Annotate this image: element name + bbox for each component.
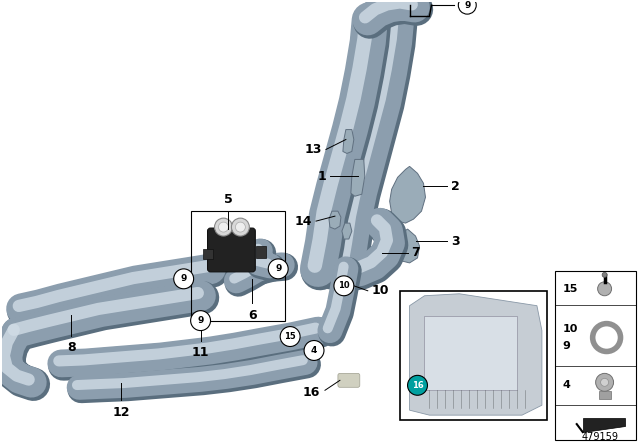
Circle shape (458, 0, 476, 14)
Bar (598, 391, 611, 399)
Text: 10: 10 (338, 281, 349, 290)
FancyBboxPatch shape (338, 373, 360, 388)
Polygon shape (582, 418, 625, 432)
Circle shape (280, 327, 300, 346)
Text: 16: 16 (412, 381, 424, 390)
Text: 9: 9 (197, 316, 204, 325)
Text: 10: 10 (563, 323, 578, 334)
Circle shape (596, 327, 616, 348)
Circle shape (408, 375, 428, 395)
Bar (555, 271, 636, 440)
Polygon shape (343, 129, 354, 154)
Circle shape (218, 222, 228, 232)
FancyBboxPatch shape (207, 228, 255, 272)
Polygon shape (329, 211, 341, 229)
Text: 7: 7 (412, 246, 420, 259)
Text: 479159: 479159 (582, 432, 618, 442)
Text: 1: 1 (317, 170, 326, 183)
Text: 15: 15 (563, 284, 578, 294)
Text: 4: 4 (563, 380, 571, 390)
Text: 12: 12 (112, 406, 130, 419)
Polygon shape (410, 294, 542, 415)
Text: 4: 4 (311, 346, 317, 355)
Text: 9: 9 (180, 274, 187, 283)
Circle shape (600, 379, 609, 386)
Polygon shape (342, 223, 352, 239)
Text: 3: 3 (451, 234, 460, 247)
Circle shape (232, 218, 250, 236)
Text: 9: 9 (464, 1, 470, 10)
Text: 6: 6 (248, 309, 257, 322)
Bar (203, 249, 212, 259)
Text: 10: 10 (372, 284, 389, 297)
Text: 9: 9 (275, 264, 282, 273)
Bar (191, 211, 285, 321)
Circle shape (214, 218, 232, 236)
Polygon shape (390, 166, 426, 223)
Polygon shape (351, 159, 365, 196)
Text: 13: 13 (305, 143, 322, 156)
Circle shape (191, 310, 211, 331)
Text: 11: 11 (192, 345, 209, 358)
Text: 16: 16 (303, 386, 320, 399)
Circle shape (596, 373, 614, 391)
Bar (424, 316, 517, 390)
Text: 2: 2 (451, 180, 460, 193)
Text: 5: 5 (224, 193, 233, 206)
Circle shape (173, 269, 194, 289)
Text: 9: 9 (563, 340, 571, 350)
Bar (256, 246, 266, 258)
Circle shape (334, 276, 354, 296)
Circle shape (268, 259, 288, 279)
Text: 8: 8 (67, 340, 76, 353)
Text: 14: 14 (294, 215, 312, 228)
Bar (399, 291, 547, 420)
Circle shape (304, 340, 324, 361)
Text: 15: 15 (284, 332, 296, 341)
Circle shape (602, 272, 607, 277)
Circle shape (598, 282, 612, 296)
Polygon shape (396, 229, 419, 263)
Circle shape (236, 222, 245, 232)
